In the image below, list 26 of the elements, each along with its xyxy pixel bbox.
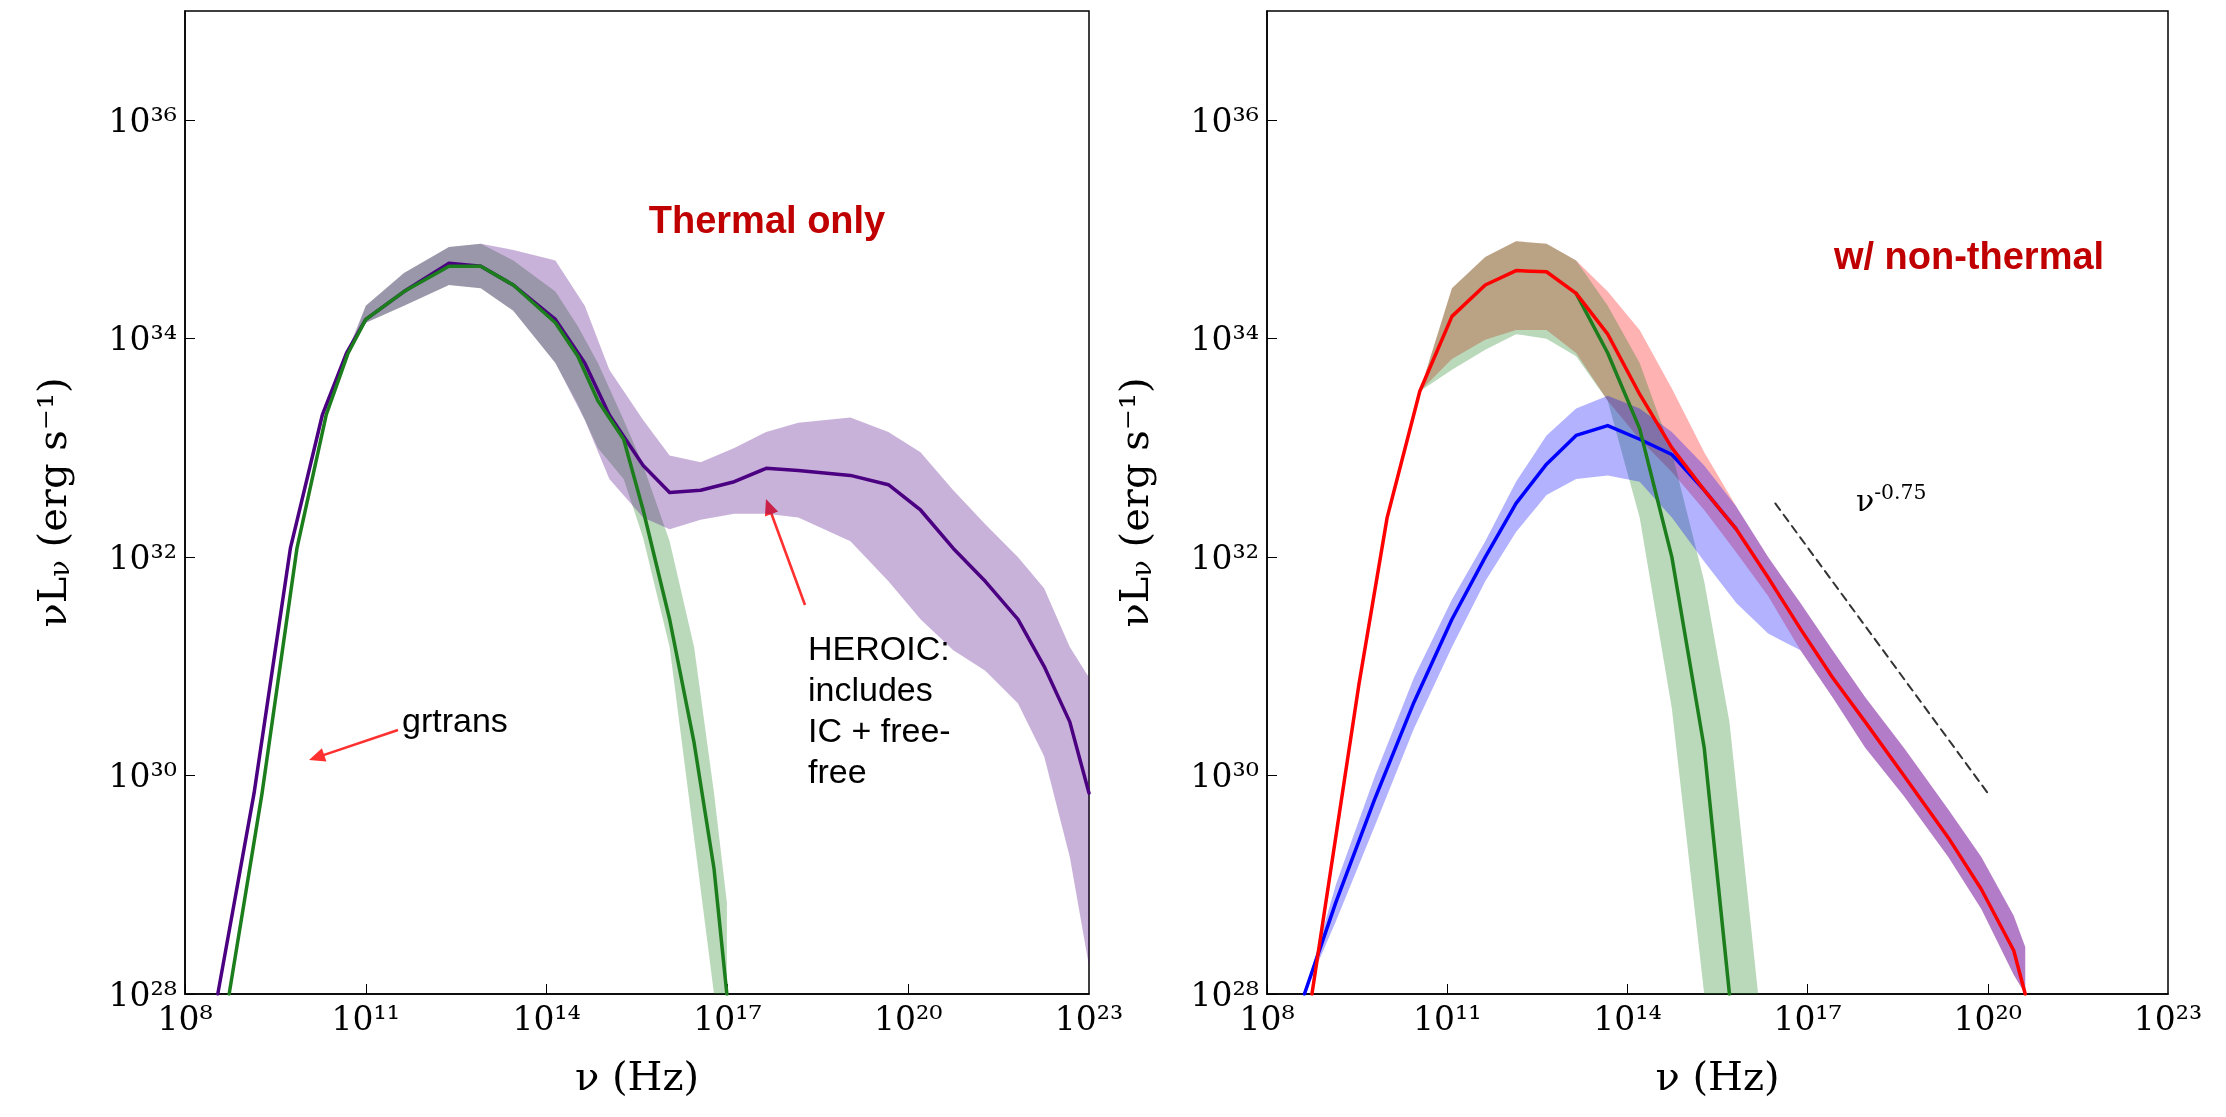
- x-tick-label: 10²⁰: [873, 999, 943, 1038]
- x-tick-label: 10¹¹: [331, 999, 401, 1038]
- x-axis-title: ν (Hz): [574, 1053, 700, 1099]
- y-tick-label: 10³⁶: [108, 100, 177, 140]
- x-tick-label: 10²⁰: [1953, 999, 2023, 1038]
- y-tick-label: 10³⁴: [108, 319, 177, 359]
- y-axis-title: νLν (erg s⁻¹): [1110, 377, 1157, 628]
- x-tick-label: 10¹¹: [1412, 999, 1482, 1038]
- y-axis-title: νLν (erg s⁻¹): [28, 377, 75, 628]
- y-tick-label: 10³⁴: [1190, 319, 1259, 359]
- text: Thermal only: [648, 199, 886, 241]
- x-tick-label: 10¹⁷: [693, 999, 762, 1038]
- annotation: grtrans: [402, 701, 508, 739]
- y-tick-label: 10³²: [108, 537, 177, 577]
- x-axis-title: ν (Hz): [1655, 1053, 1780, 1099]
- x-tick-label: 10²³: [2133, 999, 2203, 1038]
- y-tick-label: 10³⁶: [1190, 100, 1259, 140]
- y-tick-label: 10³⁰: [1190, 756, 1259, 796]
- x-tick-label: 10¹⁷: [1773, 999, 1842, 1038]
- x-tick-label: 10¹⁴: [1593, 999, 1662, 1038]
- x-tick-label: 10²³: [1054, 999, 1124, 1038]
- text: w/ non-thermal: [1832, 235, 2105, 277]
- y-tick-label: 10³²: [1190, 537, 1259, 577]
- y-tick-label: 10³⁰: [108, 756, 177, 796]
- x-tick-label: 10¹⁴: [512, 999, 581, 1038]
- annotation: HEROIC: includes IC + free- free: [808, 629, 951, 790]
